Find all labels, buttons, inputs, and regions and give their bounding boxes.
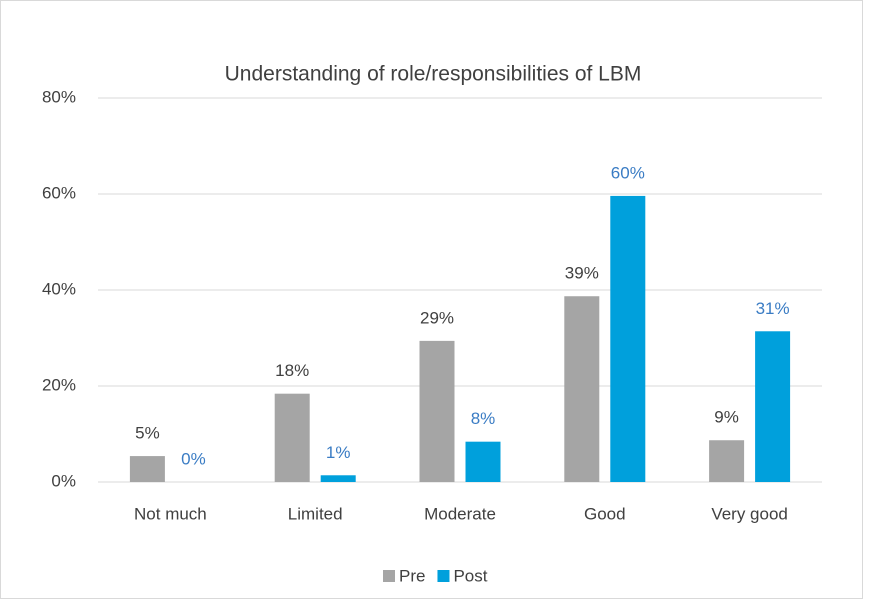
x-tick-label: Limited [288,504,343,523]
bar [320,475,356,482]
legend-label: Pre [399,566,425,585]
data-label: 31% [756,299,790,318]
bar [465,441,501,482]
data-label: 5% [135,424,160,443]
data-label: 9% [714,408,739,427]
bar [129,456,165,482]
data-label: 60% [611,163,645,182]
x-tick-label: Not much [134,504,207,523]
y-tick-label: 80% [42,87,76,106]
x-tick-label: Moderate [424,504,496,523]
legend-swatch [383,570,395,582]
bar [709,440,745,482]
x-tick-label: Good [584,504,626,523]
chart-title: Understanding of role/responsibilities o… [225,63,642,86]
legend-swatch [437,570,450,582]
data-label: 0% [181,449,206,468]
bar [274,393,310,482]
legend-label: Post [453,566,487,585]
data-label: 39% [565,264,599,283]
y-tick-label: 0% [51,471,76,490]
x-tick-label: Very good [711,504,788,523]
bar [755,331,791,482]
data-label: 18% [275,361,309,380]
data-label: 29% [420,308,454,327]
y-tick-label: 20% [42,375,76,394]
data-label: 8% [471,409,496,428]
data-label: 1% [326,443,351,462]
bar [419,340,455,482]
y-tick-label: 40% [42,279,76,298]
bar [610,195,646,483]
bar [564,296,600,482]
y-tick-label: 60% [42,183,76,202]
